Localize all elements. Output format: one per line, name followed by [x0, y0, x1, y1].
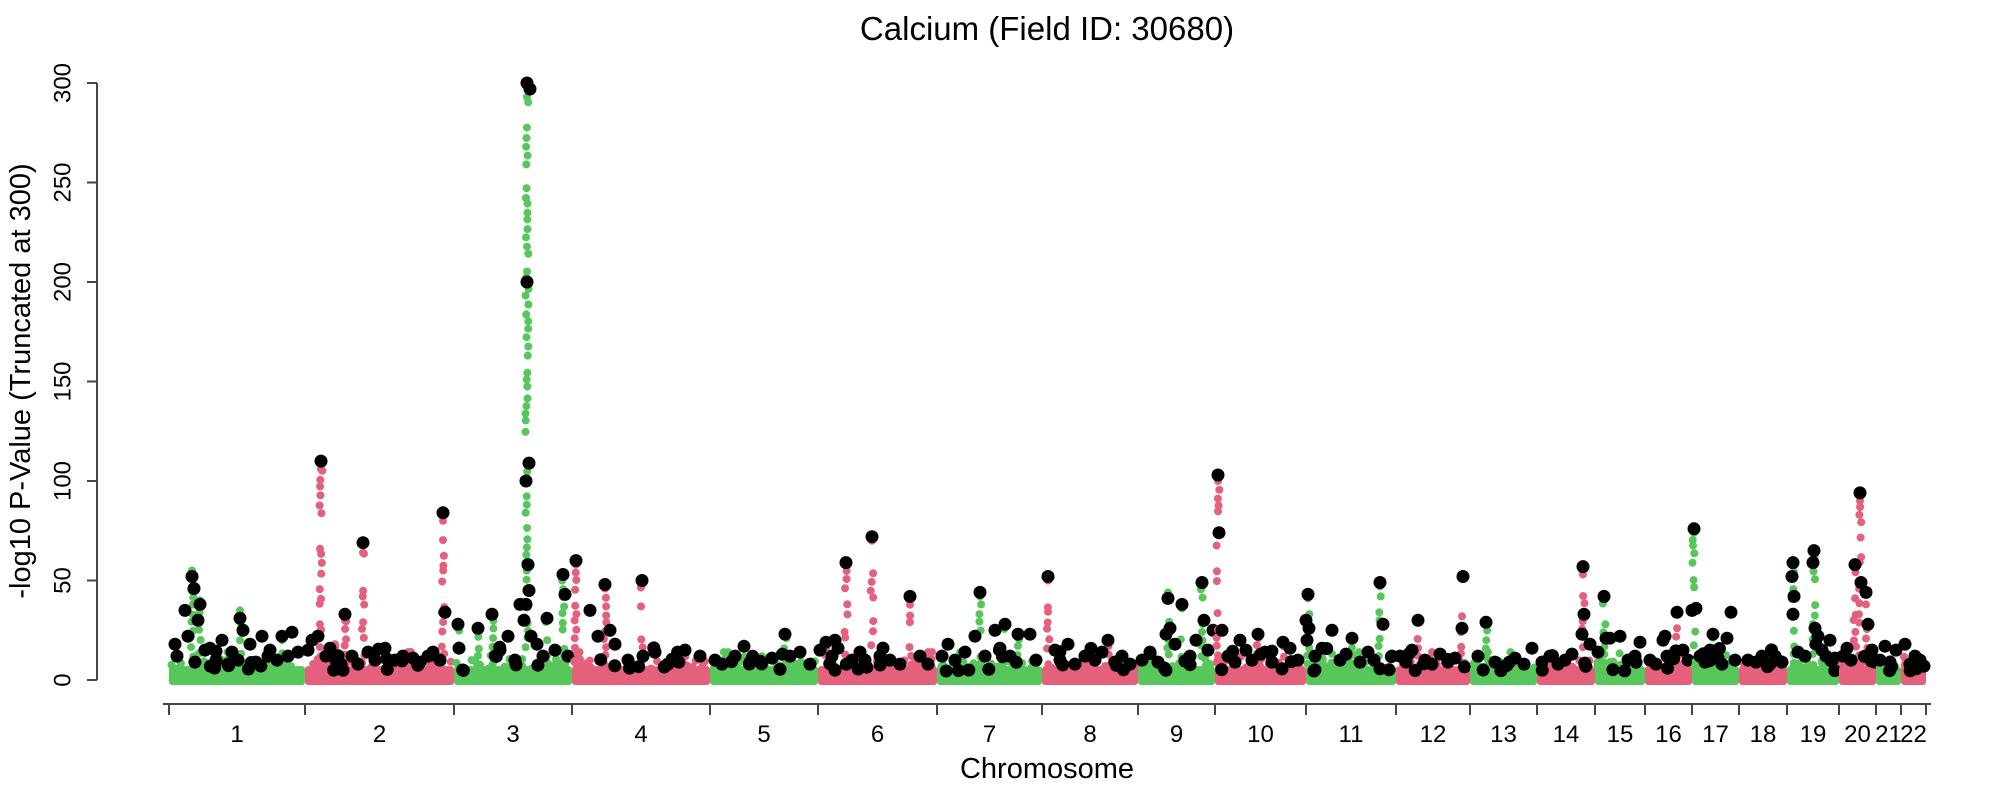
x-tick-label-chr7: 7 — [983, 721, 996, 748]
y-tick-label: 50 — [49, 567, 76, 594]
x-tick-label-chr8: 8 — [1083, 721, 1096, 748]
x-tick-label-chr13: 13 — [1490, 721, 1517, 748]
y-tick-label: 0 — [49, 673, 76, 686]
x-tick-label-chr16: 16 — [1655, 721, 1682, 748]
x-tick-label-chr10: 10 — [1247, 721, 1274, 748]
y-tick-label: 100 — [49, 461, 76, 501]
x-tick-label-chr11: 11 — [1339, 721, 1364, 748]
x-tick-label-chr22: 22 — [1900, 721, 1927, 748]
chart-title: Calcium (Field ID: 30680) — [860, 10, 1234, 47]
y-tick-label: 150 — [49, 361, 76, 401]
y-tick-label: 300 — [49, 63, 76, 103]
x-tick-label-chr18: 18 — [1750, 721, 1777, 748]
x-tick-label-chr2: 2 — [373, 721, 386, 748]
x-tick-label-chr6: 6 — [871, 721, 884, 748]
x-tick-label-chr17: 17 — [1702, 721, 1729, 748]
y-tick-label: 200 — [49, 262, 76, 302]
x-tick-label-chr19: 19 — [1800, 721, 1827, 748]
x-tick-label-chr9: 9 — [1170, 721, 1183, 748]
x-axis-label: Chromosome — [960, 753, 1134, 785]
scatter-points-layer — [167, 76, 1931, 685]
x-tick-label-chr5: 5 — [757, 721, 770, 748]
x-tick-label-chr1: 1 — [230, 721, 243, 748]
x-tick-label-chr21: 21 — [1875, 721, 1902, 748]
x-tick-label-chr4: 4 — [634, 721, 647, 748]
x-tick-label-chr12: 12 — [1420, 721, 1447, 748]
y-tick-label: 250 — [49, 162, 76, 202]
x-tick-label-chr15: 15 — [1607, 721, 1634, 748]
x-tick-label-chr14: 14 — [1553, 721, 1580, 748]
x-tick-label-chr20: 20 — [1844, 721, 1871, 748]
x-tick-label-chr3: 3 — [506, 721, 519, 748]
y-axis-label: -log10 P-Value (Truncated at 300) — [5, 163, 37, 598]
